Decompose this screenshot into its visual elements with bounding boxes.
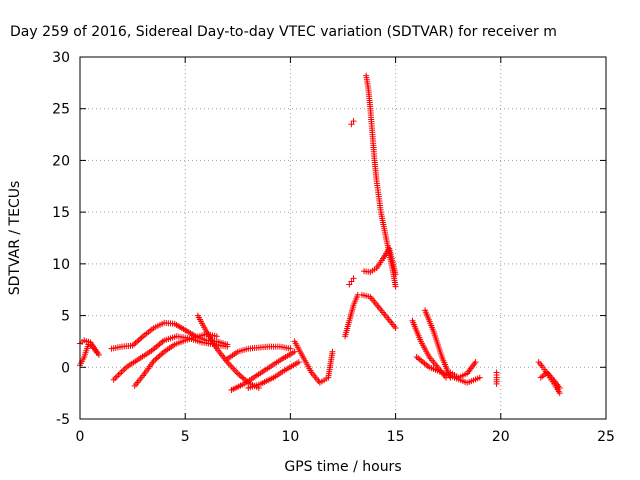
tick-layer: 0 5 10 15 20 25 -5 0 5 10 15 20 25 30 [52,50,615,445]
series-early-1 [77,341,100,369]
series-early-2 [77,337,102,358]
x-tick-label: 10 [281,429,299,445]
data-point [348,278,355,285]
x-tick-label: 20 [492,429,510,445]
data-point [155,354,162,361]
series-afternoon-b [422,307,454,381]
chart-title: Day 259 of 2016, Sidereal Day-to-day VTE… [10,24,557,40]
data-point [118,368,125,375]
data-point [120,367,127,374]
data-point [153,355,160,362]
data-point [392,324,399,331]
y-tick-label: 20 [52,153,70,169]
y-tick-label: 25 [52,102,70,118]
data-point [224,343,231,350]
series-spike-mid [361,245,399,278]
data-point [135,337,142,344]
series-evening-b [537,369,563,391]
series-layer [77,72,563,397]
data-point [138,334,145,341]
data-point [556,384,563,391]
series-late-morning [291,338,336,386]
data-point [156,352,163,359]
data-point [213,333,220,340]
data-point [158,351,165,358]
series-spike-isolated [348,118,357,128]
data-point [134,338,141,345]
data-point [152,356,159,363]
series-morning-c [131,331,220,389]
data-point [350,118,357,125]
series-mid-c [228,348,298,394]
data-point [295,359,302,366]
data-point [137,335,144,342]
data-point [392,271,399,278]
series-mid-b [224,343,294,363]
data-point [121,365,128,372]
y-tick-label: 15 [52,205,70,221]
series-morning-b [110,333,231,383]
series-evening-isolated [493,369,500,387]
data-point [291,348,298,355]
x-tick-label: 5 [181,429,190,445]
series-afternoon-d [447,359,479,381]
series-spike-low [342,291,361,340]
data-point [132,339,139,346]
series-spike-main [363,72,399,290]
x-tick-label: 15 [387,429,405,445]
data-point [110,376,117,383]
series-mid-d [245,359,302,391]
data-point [472,359,479,366]
data-point [236,371,243,378]
data-point [350,275,357,282]
data-point [348,121,355,128]
data-point [392,283,399,290]
data-point [493,380,500,387]
y-axis-label: SDTVAR / TECUs [7,181,23,296]
data-point [556,390,563,397]
x-tick-label: 25 [597,429,615,445]
data-point [476,374,483,381]
plot-frame [79,56,607,420]
y-tick-label: -5 [56,412,70,428]
data-point [112,375,119,382]
grid-layer [80,57,606,419]
x-axis-label: GPS time / hours [284,459,401,475]
series-mid-a [194,312,262,391]
data-point [113,373,120,380]
data-point [239,374,246,381]
y-tick-label: 0 [61,360,70,376]
series-spike-side [358,291,399,331]
y-tick-label: 5 [61,309,70,325]
data-point [115,372,122,379]
data-point [116,370,123,377]
data-point [346,281,353,288]
data-point [329,348,336,355]
data-point [287,345,294,352]
data-point [237,373,244,380]
x-tick-label: 0 [76,429,85,445]
y-tick-label: 30 [52,50,70,66]
data-point [95,351,102,358]
y-tick-label: 10 [52,257,70,273]
series-spike-low-side [346,275,357,288]
data-point [131,341,138,348]
